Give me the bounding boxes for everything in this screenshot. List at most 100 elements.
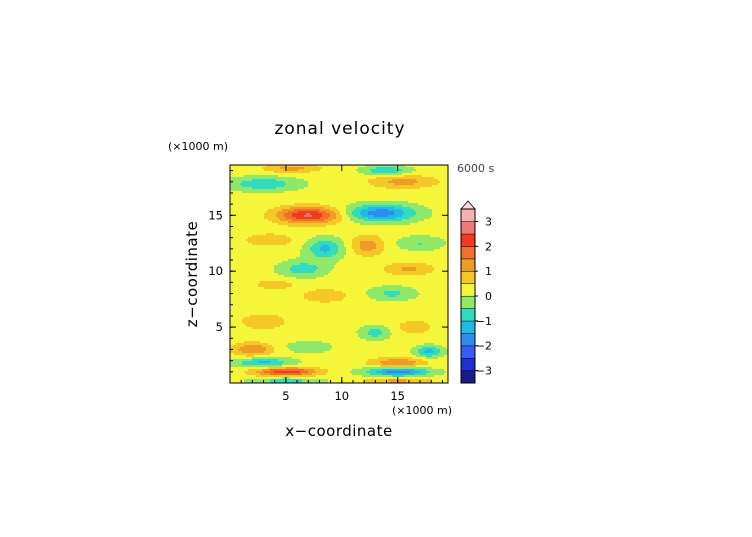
field-cell <box>338 253 341 256</box>
field-cell <box>370 213 373 216</box>
field-cell <box>254 179 257 182</box>
field-cell <box>380 241 383 244</box>
field-cell <box>416 199 419 202</box>
field-cell <box>262 227 265 230</box>
field-cell <box>438 233 441 236</box>
field-cell <box>390 175 393 178</box>
field-cell <box>248 177 251 180</box>
field-cell <box>360 225 363 228</box>
field-cell <box>398 247 401 250</box>
field-cell <box>254 243 257 246</box>
field-cell <box>426 219 429 222</box>
field-cell <box>398 171 401 174</box>
field-cell <box>396 187 399 190</box>
field-cell <box>232 219 235 222</box>
field-cell <box>328 251 331 254</box>
field-cell <box>354 237 357 240</box>
field-cell <box>384 239 387 242</box>
field-cell <box>274 167 277 170</box>
field-cell <box>248 231 251 234</box>
field-cell <box>328 205 331 208</box>
field-cell <box>236 247 239 250</box>
field-cell <box>336 247 339 250</box>
field-cell <box>260 239 263 242</box>
field-cell <box>236 245 239 248</box>
field-cell <box>358 183 361 186</box>
field-cell <box>416 197 419 200</box>
field-cell <box>334 183 337 186</box>
field-cell <box>304 237 307 240</box>
field-cell <box>350 249 353 252</box>
field-cell <box>380 195 383 198</box>
field-cell <box>276 245 279 248</box>
field-cell <box>234 169 237 172</box>
field-cell <box>426 245 429 248</box>
field-cell <box>344 251 347 254</box>
field-cell <box>244 185 247 188</box>
field-cell <box>230 209 233 212</box>
field-cell <box>316 177 319 180</box>
field-cell <box>374 213 377 216</box>
field-cell <box>436 179 439 182</box>
field-cell <box>372 209 375 212</box>
field-cell <box>340 213 343 216</box>
field-cell <box>282 245 285 248</box>
field-cell <box>436 191 439 194</box>
field-cell <box>424 203 427 206</box>
field-cell <box>316 233 319 236</box>
field-cell <box>374 241 377 244</box>
field-cell <box>406 169 409 172</box>
field-cell <box>246 179 249 182</box>
field-cell <box>248 225 251 228</box>
field-cell <box>360 217 363 220</box>
field-cell <box>406 253 409 256</box>
field-cell <box>312 175 315 178</box>
field-cell <box>284 211 287 214</box>
field-cell <box>370 191 373 194</box>
field-cell <box>232 243 235 246</box>
field-cell <box>352 165 355 168</box>
field-cell <box>420 203 423 206</box>
field-cell <box>292 207 295 210</box>
field-cell <box>436 211 439 214</box>
field-cell <box>344 193 347 196</box>
field-cell <box>394 227 397 230</box>
field-cell <box>416 207 419 210</box>
field-cell <box>288 229 291 232</box>
field-cell <box>278 185 281 188</box>
field-cell <box>242 235 245 238</box>
field-cell <box>374 243 377 246</box>
field-cell <box>442 245 445 248</box>
field-cell <box>386 223 389 226</box>
field-cell <box>310 247 313 250</box>
field-cell <box>330 199 333 202</box>
field-cell <box>342 197 345 200</box>
field-cell <box>408 181 411 184</box>
field-cell <box>282 217 285 220</box>
field-cell <box>436 223 439 226</box>
field-cell <box>270 249 273 252</box>
field-cell <box>426 215 429 218</box>
field-cell <box>258 225 261 228</box>
field-cell <box>418 247 421 250</box>
field-cell <box>252 183 255 186</box>
field-cell <box>362 215 365 218</box>
field-cell <box>294 243 297 246</box>
field-cell <box>230 235 233 238</box>
field-cell <box>446 253 449 256</box>
field-cell <box>236 165 239 168</box>
field-cell <box>240 217 243 220</box>
field-cell <box>270 213 273 216</box>
field-cell <box>284 195 287 198</box>
field-cell <box>362 245 365 248</box>
field-cell <box>258 217 261 220</box>
field-cell <box>412 205 415 208</box>
field-cell <box>392 221 395 224</box>
field-cell <box>412 253 415 256</box>
field-cell <box>286 177 289 180</box>
field-cell <box>292 183 295 186</box>
field-cell <box>436 225 439 228</box>
field-cell <box>378 179 381 182</box>
field-cell <box>348 249 351 252</box>
field-cell <box>308 169 311 172</box>
